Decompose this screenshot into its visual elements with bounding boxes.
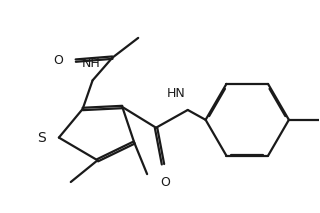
Text: NH: NH — [82, 58, 101, 71]
Text: O: O — [160, 176, 170, 189]
Text: O: O — [53, 54, 63, 67]
Text: HN: HN — [167, 87, 186, 100]
Text: S: S — [37, 131, 45, 145]
